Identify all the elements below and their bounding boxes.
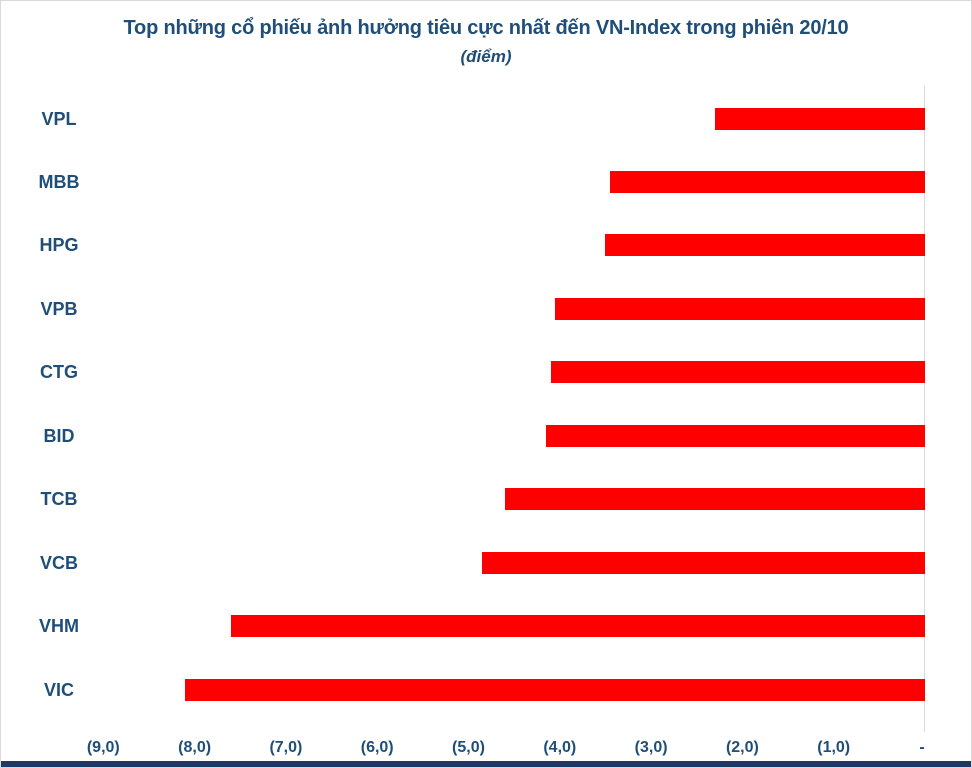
x-tick-label-4: (4,0) bbox=[543, 739, 577, 756]
category-label-vpl: VPL bbox=[41, 108, 77, 129]
x-tick-label-2: (2,0) bbox=[725, 739, 759, 756]
bar-hpg bbox=[605, 234, 925, 257]
bar-vpb bbox=[555, 297, 925, 320]
bar-tcb bbox=[505, 488, 925, 511]
category-label-ctg: CTG bbox=[40, 362, 78, 383]
x-axis-line bbox=[1, 761, 971, 767]
category-label-tcb: TCB bbox=[40, 489, 78, 510]
category-label-vcb: VCB bbox=[39, 552, 78, 573]
x-tick-label-3: (3,0) bbox=[634, 739, 668, 756]
category-label-hpg: HPG bbox=[39, 235, 79, 256]
bar-ctg bbox=[550, 361, 925, 384]
category-label-vhm: VHM bbox=[39, 616, 79, 637]
category-label-mbb: MBB bbox=[38, 171, 80, 192]
x-tick-label-5: (5,0) bbox=[452, 739, 485, 756]
chart-title: Top những cổ phiếu ảnh hưởng tiêu cực nh… bbox=[123, 17, 849, 39]
category-label-vic: VIC bbox=[43, 679, 74, 700]
x-tick-label-9: (9,0) bbox=[86, 739, 120, 756]
x-tick-label-8: (8,0) bbox=[178, 739, 212, 756]
bar-vic bbox=[185, 678, 925, 701]
bar-bid bbox=[546, 424, 925, 447]
x-tick-label-7: (7,0) bbox=[269, 739, 303, 756]
x-tick-label-0: - bbox=[919, 739, 925, 756]
bar-vcb bbox=[482, 551, 925, 574]
category-label-vpb: VPB bbox=[40, 298, 78, 319]
bar-mbb bbox=[610, 170, 925, 193]
bar-vpl bbox=[715, 107, 925, 130]
bar-vhm bbox=[231, 615, 925, 638]
category-label-bid: BID bbox=[43, 425, 75, 446]
x-tick-label-1: (1,0) bbox=[817, 739, 851, 756]
x-tick-label-6: (6,0) bbox=[360, 739, 394, 756]
zero-gridline bbox=[924, 86, 925, 732]
chart-subtitle: (điểm) bbox=[460, 47, 512, 66]
